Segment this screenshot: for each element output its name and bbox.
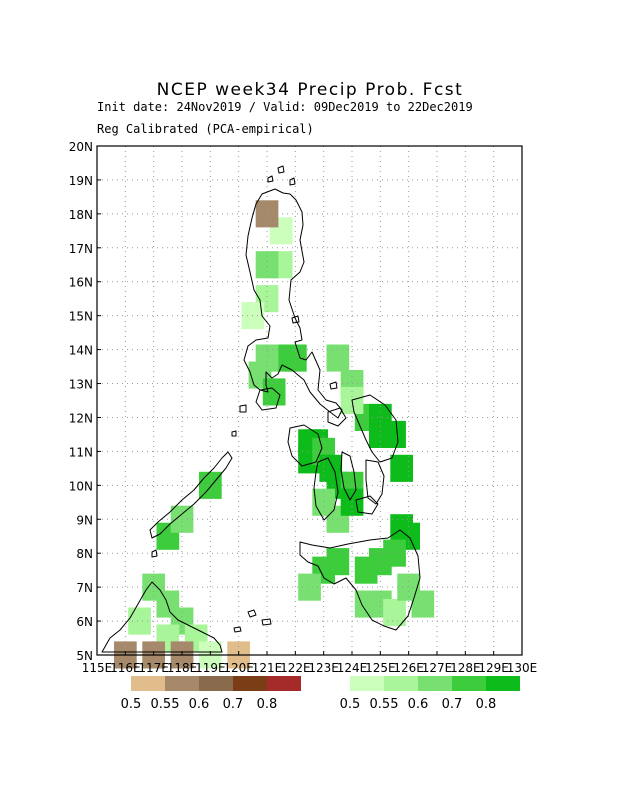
legend-swatch bbox=[165, 676, 199, 691]
legend-label: 0.55 bbox=[370, 697, 399, 712]
lon-label: 122E bbox=[280, 661, 311, 675]
above-normal-cell bbox=[411, 590, 435, 618]
lat-label: 19N bbox=[69, 174, 93, 188]
lat-label: 18N bbox=[69, 208, 93, 222]
lat-label: 11N bbox=[69, 445, 93, 459]
calibration-method: Reg Calibrated (PCA-empirical) bbox=[97, 122, 314, 136]
lat-label: 9N bbox=[76, 513, 93, 527]
lat-label: 14N bbox=[69, 344, 93, 358]
map-frame bbox=[96, 145, 523, 656]
lon-label: 118E bbox=[167, 661, 198, 675]
legend-label: 0.7 bbox=[223, 697, 244, 712]
lat-label: 10N bbox=[69, 479, 93, 493]
legend-label: 0.8 bbox=[257, 697, 278, 712]
longitude-labels: 115E116E117E118E119E120E121E122E123E124E… bbox=[82, 651, 538, 675]
lat-label: 12N bbox=[69, 411, 93, 425]
legend-below-normal: 0.5 0.55 0.6 0.7 0.8 bbox=[121, 676, 301, 712]
lat-label: 20N bbox=[69, 140, 93, 154]
lon-label: 121E bbox=[252, 661, 283, 675]
above-normal-cell bbox=[383, 420, 406, 448]
lon-label: 125E bbox=[365, 661, 396, 675]
mindoro-coast bbox=[255, 387, 281, 411]
above-normal-cell bbox=[199, 471, 222, 499]
lat-label: 5N bbox=[76, 649, 93, 663]
legend-swatch bbox=[350, 676, 384, 691]
legend-label: 0.6 bbox=[189, 697, 210, 712]
above-normal-cell bbox=[390, 454, 413, 482]
above-normal-cell bbox=[262, 378, 286, 406]
lon-label: 127E bbox=[422, 661, 453, 675]
legend-swatch bbox=[267, 676, 301, 691]
samar-coast bbox=[351, 394, 399, 463]
legend-swatch bbox=[452, 676, 486, 691]
panay-coast bbox=[287, 424, 323, 467]
sulu-islands bbox=[151, 549, 272, 633]
small-islands bbox=[231, 315, 338, 437]
lat-label: 7N bbox=[76, 581, 93, 595]
lon-label: 128E bbox=[450, 661, 481, 675]
above-normal-cell bbox=[255, 251, 279, 279]
lat-label: 8N bbox=[76, 547, 93, 561]
legend-swatch bbox=[418, 676, 452, 691]
map-title: NCEP week34 Precip Prob. Fcst bbox=[157, 80, 464, 100]
bohol-coast bbox=[355, 495, 379, 515]
legend-label: 0.8 bbox=[476, 697, 497, 712]
above-normal-cell bbox=[298, 573, 321, 601]
lon-label: 119E bbox=[195, 661, 226, 675]
lon-label: 123E bbox=[308, 661, 339, 675]
lon-label: 120E bbox=[223, 661, 254, 675]
lat-lon-grid bbox=[97, 146, 522, 655]
above-normal-cell bbox=[142, 573, 165, 601]
legend-label: 0.6 bbox=[408, 697, 429, 712]
cebu-coast bbox=[340, 451, 357, 501]
legend-label: 0.5 bbox=[121, 697, 142, 712]
negros-coast bbox=[313, 457, 339, 521]
luzon-coast bbox=[243, 188, 343, 419]
above-normal-cell bbox=[284, 344, 307, 372]
lat-label: 13N bbox=[69, 378, 93, 392]
lon-label: 116E bbox=[110, 661, 141, 675]
palawan-coast bbox=[149, 451, 233, 539]
lat-label: 16N bbox=[69, 276, 93, 290]
leyte-coast bbox=[365, 459, 385, 505]
legend-label: 0.55 bbox=[151, 697, 180, 712]
masbate-coast bbox=[327, 407, 347, 427]
legend-swatch bbox=[131, 676, 165, 691]
lon-label: 117E bbox=[138, 661, 169, 675]
lon-label: 130E bbox=[507, 661, 538, 675]
lat-label: 6N bbox=[76, 615, 93, 629]
legend-swatch bbox=[384, 676, 418, 691]
legend-label: 0.5 bbox=[340, 697, 361, 712]
borneo-coast bbox=[101, 581, 223, 653]
lon-label: 129E bbox=[478, 661, 509, 675]
above-normal-cell bbox=[354, 556, 378, 584]
legend-above-normal: 0.5 0.55 0.6 0.7 0.8 bbox=[340, 676, 520, 712]
init-valid-dates: Init date: 24Nov2019 / Valid: 09Dec2019 … bbox=[97, 100, 473, 114]
mindanao-coast bbox=[299, 529, 421, 631]
coastline bbox=[101, 165, 421, 653]
above-normal-cell bbox=[326, 344, 350, 372]
lat-label: 17N bbox=[69, 242, 93, 256]
babuyan-islands bbox=[267, 165, 296, 186]
lon-label: 126E bbox=[393, 661, 424, 675]
above-normal-cell bbox=[128, 607, 151, 635]
latitude-labels: 20N 19N 18N 17N 16N 15N 14N 13N 12N 11N 10N 9N 8N 7N 6… bbox=[69, 140, 101, 663]
lat-label: 15N bbox=[69, 310, 93, 324]
lon-label: 115E bbox=[82, 661, 113, 675]
probability-cells bbox=[114, 200, 435, 669]
lon-label: 124E bbox=[337, 661, 368, 675]
legend-swatch bbox=[486, 676, 520, 691]
legend-swatch bbox=[233, 676, 267, 691]
above-normal-cell bbox=[383, 599, 406, 627]
legend-label: 0.7 bbox=[442, 697, 463, 712]
legend-swatch bbox=[199, 676, 233, 691]
